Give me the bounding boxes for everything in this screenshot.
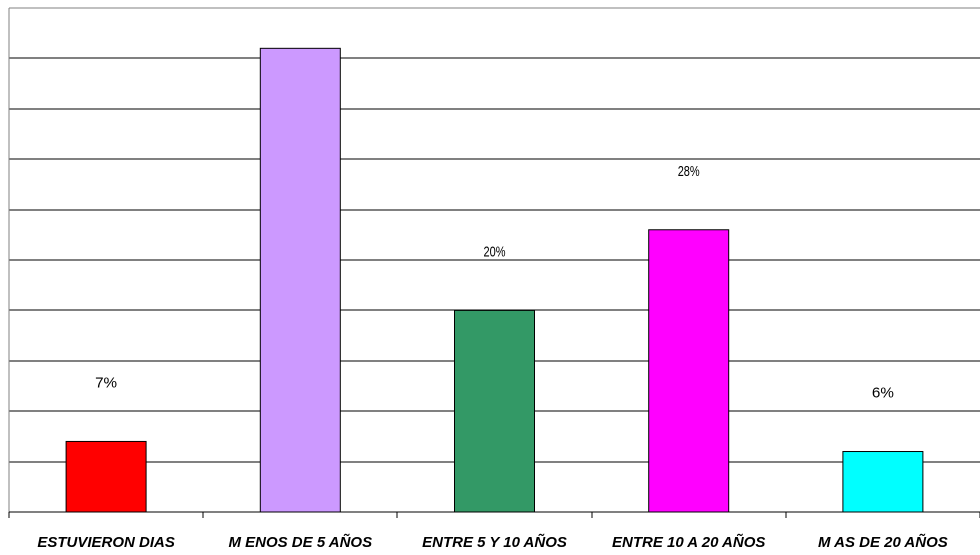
x-ticks xyxy=(8,512,980,518)
category-label: ESTUVIERON DIAS xyxy=(37,534,175,551)
bar xyxy=(842,451,924,513)
data-label: 20% xyxy=(484,243,506,260)
category-labels: ESTUVIERON DIAS M ENOS DE 5 AÑOS ENTRE 5 Y… xyxy=(37,533,947,551)
category-label: ENTRE 5 Y 10 AÑOS xyxy=(422,533,567,551)
bar xyxy=(259,47,341,513)
data-label: 6% xyxy=(872,385,894,402)
value-labels: 7%46%20%28%6% xyxy=(95,163,894,402)
bar xyxy=(65,440,147,513)
category-label: M AS DE 20 AÑOS xyxy=(818,533,948,551)
category-label: M ENOS DE 5 AÑOS xyxy=(228,533,372,551)
data-label: 28% xyxy=(678,163,700,180)
bar xyxy=(648,229,730,513)
bars xyxy=(65,47,924,513)
data-label: 7% xyxy=(95,374,117,391)
bar xyxy=(454,309,535,513)
category-label: ENTRE 10 A 20 AÑOS xyxy=(612,533,765,551)
